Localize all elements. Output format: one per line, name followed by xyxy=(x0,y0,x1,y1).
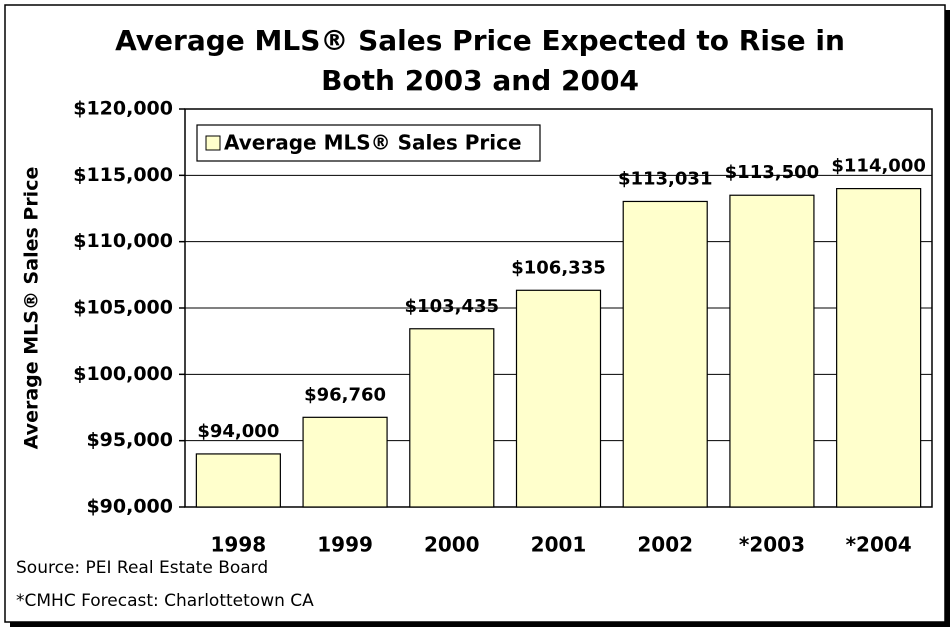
bar xyxy=(515,289,602,508)
value-label: $113,500 xyxy=(725,162,820,183)
chart-title: Both 2003 and 2004 xyxy=(321,64,639,97)
x-tick-label: 2000 xyxy=(424,533,480,557)
legend-box xyxy=(196,124,541,162)
source-note: Source: PEI Real Estate Board xyxy=(16,558,268,578)
x-tick-label: *2003 xyxy=(739,533,805,557)
legend-label: Average MLS® Sales Price xyxy=(224,131,522,155)
value-label: $103,435 xyxy=(405,296,500,317)
y-tick-label: $110,000 xyxy=(73,230,173,252)
x-tick-label: 1998 xyxy=(211,533,267,557)
y-tick-label: $95,000 xyxy=(86,429,173,451)
legend-swatch xyxy=(205,135,221,151)
bar xyxy=(622,200,708,508)
x-tick-label: *2004 xyxy=(846,533,912,557)
bar xyxy=(409,328,495,508)
y-axis-label: Average MLS® Sales Price xyxy=(21,167,43,450)
value-label: $106,335 xyxy=(511,257,606,278)
x-tick-label: 2001 xyxy=(531,533,587,557)
y-tick-label: $100,000 xyxy=(73,363,173,385)
forecast-note: *CMHC Forecast: Charlottetown CA xyxy=(16,591,314,611)
x-tick-label: 1999 xyxy=(317,533,373,557)
y-tick-label: $105,000 xyxy=(73,297,173,319)
bar xyxy=(195,453,281,508)
bar xyxy=(836,188,922,508)
y-tick-label: $90,000 xyxy=(86,496,173,518)
y-tick-label: $120,000 xyxy=(73,98,173,120)
value-label: $114,000 xyxy=(831,156,926,177)
value-label: $96,760 xyxy=(304,384,386,405)
value-label: $113,031 xyxy=(618,168,713,189)
y-tick-label: $115,000 xyxy=(73,164,173,186)
x-tick-label: 2002 xyxy=(637,533,693,557)
chart-title: Average MLS® Sales Price Expected to Ris… xyxy=(115,24,845,57)
bar xyxy=(729,194,815,508)
value-label: $94,000 xyxy=(197,421,279,442)
bar xyxy=(302,416,388,508)
